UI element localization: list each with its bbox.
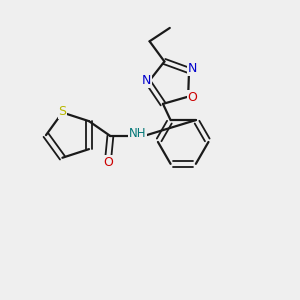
- Text: NH: NH: [128, 127, 146, 140]
- Text: N: N: [142, 74, 152, 87]
- Text: S: S: [58, 105, 66, 119]
- Text: O: O: [188, 91, 197, 104]
- Text: N: N: [188, 62, 197, 75]
- Text: O: O: [103, 156, 113, 169]
